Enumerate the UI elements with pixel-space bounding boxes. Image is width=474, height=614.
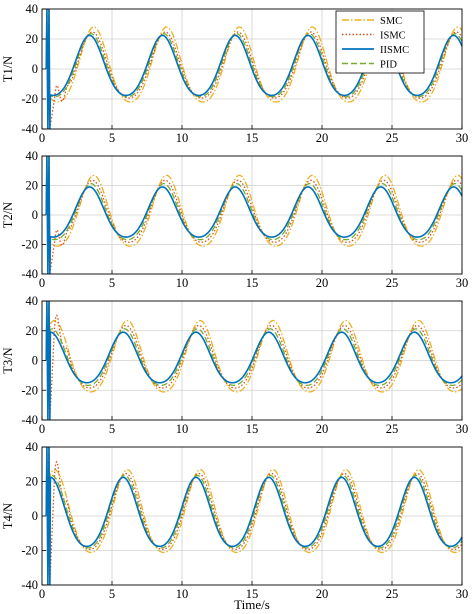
legend-label-smc: SMC — [380, 16, 402, 27]
x-tick-label: 15 — [246, 422, 259, 436]
y-tick-label: 20 — [26, 324, 39, 338]
legend-label-pid: PID — [380, 60, 397, 71]
x-tick-label: 5 — [109, 131, 115, 145]
x-tick-label: 10 — [176, 276, 189, 290]
y-tick-label: 40 — [26, 440, 39, 454]
x-tick-label: 15 — [246, 587, 259, 601]
y-axis-label: T2/N — [1, 202, 15, 228]
x-tick-label: 25 — [386, 587, 399, 601]
y-tick-label: -40 — [21, 122, 38, 136]
x-tick-label: 15 — [246, 276, 259, 290]
y-tick-label: -20 — [21, 238, 38, 252]
x-tick-label: 0 — [39, 276, 45, 290]
y-axis-label: T3/N — [1, 347, 15, 373]
series-smc-line — [45, 155, 463, 275]
series-iismc-line — [45, 155, 463, 275]
series-ismc-line — [45, 300, 463, 421]
y-tick-label: 40 — [26, 149, 39, 163]
x-tick-label: 0 — [39, 422, 45, 436]
x-tick-label: 25 — [386, 422, 399, 436]
y-tick-label: -20 — [21, 383, 38, 397]
y-tick-label: 20 — [26, 475, 39, 489]
x-tick-label: 20 — [316, 276, 329, 290]
x-tick-label: 25 — [386, 131, 399, 145]
y-tick-label: 40 — [26, 2, 39, 16]
y-axis-label: T4/N — [1, 503, 15, 529]
series-smc-line — [45, 300, 463, 421]
subplot-4: 0 5 10 15 20 25 30 -40 -20 0 20 40 T4/N — [1, 440, 468, 601]
x-tick-label: 10 — [176, 131, 189, 145]
x-tick-label: 20 — [316, 422, 329, 436]
series-ismc-line — [45, 446, 463, 586]
y-axis-label: T1/N — [1, 56, 15, 82]
y-tick-label: -20 — [21, 92, 38, 106]
legend: SMC ISMC IISMC PID — [335, 10, 425, 74]
y-tick-label: 40 — [26, 294, 39, 308]
legend-label-ismc: ISMC — [380, 31, 406, 42]
y-tick-label: 20 — [26, 32, 39, 46]
series-iismc-line — [45, 300, 463, 421]
y-tick-label: -40 — [21, 267, 38, 281]
x-tick-label: 30 — [456, 131, 469, 145]
x-tick-label: 30 — [456, 587, 469, 601]
x-tick-label: 5 — [109, 422, 115, 436]
x-axis-label: Time/s — [234, 597, 270, 612]
legend-box — [335, 10, 425, 74]
x-tick-label: 0 — [39, 131, 45, 145]
y-tick-label: -40 — [21, 413, 38, 427]
y-tick-label: 0 — [32, 509, 38, 523]
y-tick-label: -40 — [21, 578, 38, 592]
series-smc-line — [45, 446, 463, 586]
series-iismc-line — [45, 446, 463, 586]
subplot-3: 0 5 10 15 20 25 30 -40 -20 0 20 40 T3/N — [1, 294, 468, 436]
x-tick-label: 0 — [39, 587, 45, 601]
subplot-2: 0 5 10 15 20 25 30 -40 -20 0 20 40 T2/N — [1, 149, 468, 290]
x-tick-label: 5 — [109, 276, 115, 290]
x-tick-label: 20 — [316, 131, 329, 145]
x-tick-label: 5 — [109, 587, 115, 601]
x-tick-label: 30 — [456, 422, 469, 436]
x-tick-label: 10 — [176, 422, 189, 436]
x-tick-label: 20 — [316, 587, 329, 601]
y-tick-label: 0 — [32, 62, 38, 76]
x-tick-label: 30 — [456, 276, 469, 290]
x-tick-label: 10 — [176, 587, 189, 601]
x-tick-label: 25 — [386, 276, 399, 290]
x-tick-label: 15 — [246, 131, 259, 145]
y-tick-label: -20 — [21, 544, 38, 558]
y-tick-label: 0 — [32, 208, 38, 222]
y-tick-label: 0 — [32, 354, 38, 368]
y-tick-label: 20 — [26, 179, 39, 193]
legend-label-iismc: IISMC — [380, 45, 409, 56]
